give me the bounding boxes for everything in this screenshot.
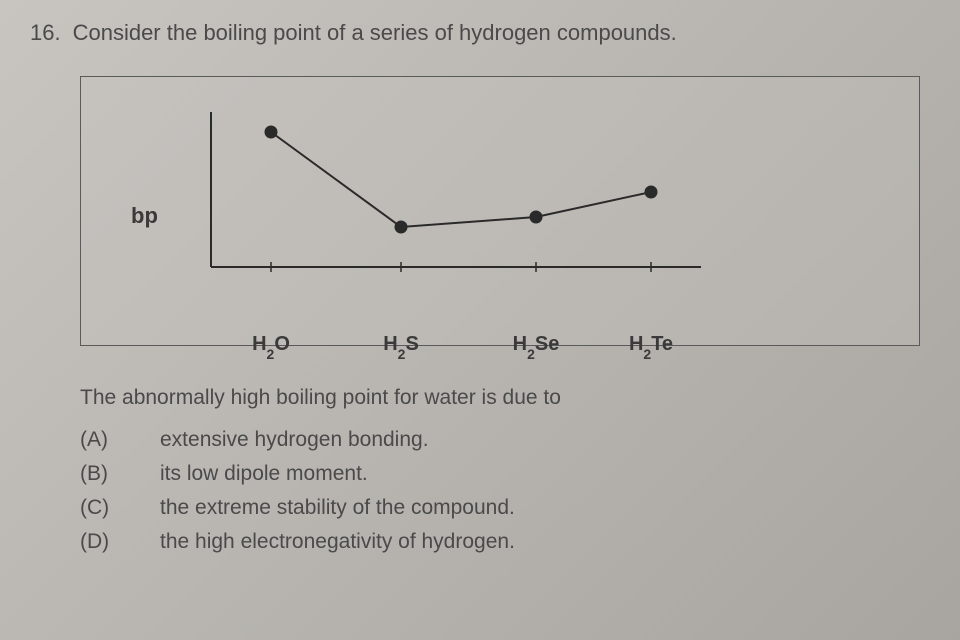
x-axis-label: H2Se	[513, 333, 560, 358]
y-axis-label: bp	[131, 203, 158, 229]
option-letter: (A)	[80, 428, 120, 452]
option-text: the high electronegativity of hydrogen.	[160, 530, 515, 554]
chart-svg	[181, 107, 741, 287]
question-header: 16. Consider the boiling point of a seri…	[30, 20, 930, 46]
options-list: (A) extensive hydrogen bonding. (B) its low…	[80, 428, 930, 554]
data-line	[271, 132, 651, 227]
option-letter: (D)	[80, 530, 120, 554]
x-axis-label: H2S	[383, 333, 419, 358]
axes-group	[211, 112, 701, 267]
option-letter: (B)	[80, 462, 120, 486]
option-text: extensive hydrogen bonding.	[160, 428, 429, 452]
question-number: 16.	[30, 20, 61, 46]
option-row[interactable]: (B) its low dipole moment.	[80, 462, 930, 486]
chart-container: bp H2OH2SH2SeH2Te	[80, 76, 920, 346]
option-row[interactable]: (D) the high electronegativity of hydroge…	[80, 530, 930, 554]
question-stem: The abnormally high boiling point for wa…	[80, 386, 930, 410]
option-text: the extreme stability of the compound.	[160, 496, 515, 520]
option-letter: (C)	[80, 496, 120, 520]
x-axis-label: H2O	[252, 333, 290, 358]
points-group	[265, 126, 657, 233]
option-row[interactable]: (A) extensive hydrogen bonding.	[80, 428, 930, 452]
option-row[interactable]: (C) the extreme stability of the compound…	[80, 496, 930, 520]
question-text: Consider the boiling point of a series o…	[73, 20, 677, 46]
x-axis-label: H2Te	[629, 333, 673, 358]
option-text: its low dipole moment.	[160, 462, 368, 486]
chart-inner: bp H2OH2SH2SeH2Te	[181, 107, 879, 305]
